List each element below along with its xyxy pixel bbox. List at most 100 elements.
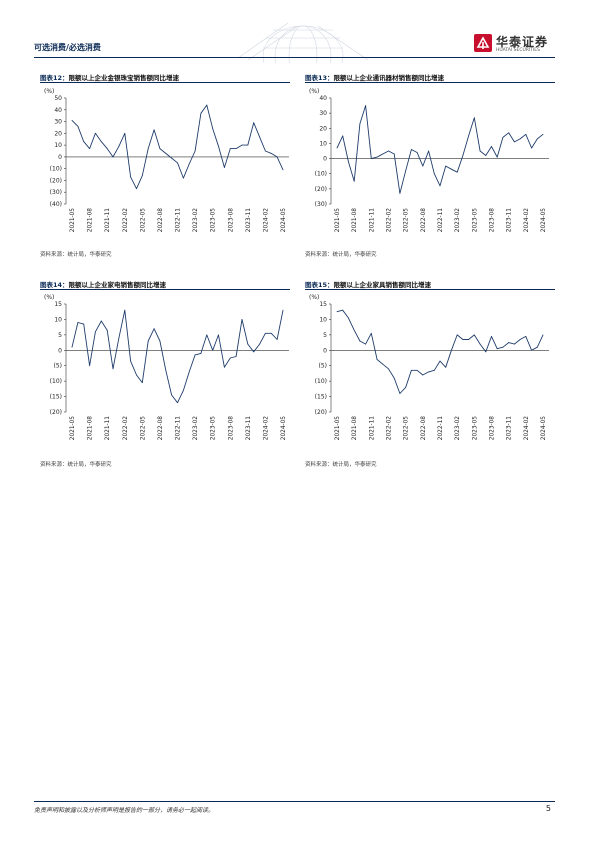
- chart-12-svg: (%)50 40 30 20 10 0 (10) (20) (30) (40) 2021-05 202…: [44, 88, 289, 233]
- data-point: [336, 311, 338, 313]
- data-point: [136, 374, 137, 376]
- y-tick-label: 5: [323, 332, 327, 339]
- data-point: [177, 162, 178, 164]
- chart-13-title: 图表13：限额以上企业通讯器材销售额同比增速: [305, 72, 444, 82]
- y-tick-label: 10: [54, 316, 62, 323]
- data-point: [130, 176, 132, 178]
- chart-13-svg: (%)40 30 20 10 0 (10) (20) (30) 2021-05 2021-08 20…: [309, 88, 549, 233]
- chart-14-title: 图表14：限额以上企业家电销售额同比增速: [40, 279, 166, 289]
- x-tick-label: 2023-08: [228, 416, 234, 441]
- data-point: [519, 339, 521, 340]
- data-point: [439, 185, 441, 187]
- data-point: [100, 141, 102, 142]
- y-tick-label: (20): [315, 409, 327, 416]
- data-point: [218, 334, 219, 336]
- data-point: [153, 328, 155, 330]
- data-point: [456, 171, 458, 173]
- data-point: [253, 122, 255, 124]
- data-point: [428, 150, 429, 152]
- data-point: [456, 334, 458, 336]
- x-tick-label: 2023-08: [490, 208, 496, 233]
- page-number: 5: [545, 804, 551, 813]
- data-point: [77, 125, 79, 127]
- data-point: [342, 135, 344, 137]
- x-tick-label: 2022-05: [140, 208, 146, 233]
- data-point: [83, 141, 85, 142]
- data-point: [206, 334, 208, 336]
- data-point: [370, 332, 372, 334]
- data-point: [491, 146, 492, 147]
- data-point: [359, 340, 361, 342]
- data-point: [235, 148, 237, 150]
- y-tick-label: (40): [50, 201, 62, 208]
- y-tick-label: (10): [50, 166, 62, 173]
- x-tick-label: 2022-02: [387, 208, 393, 233]
- data-point: [342, 309, 344, 311]
- data-point: [445, 366, 447, 368]
- data-point: [118, 145, 120, 147]
- x-tick-label: 2022-02: [123, 416, 129, 441]
- data-point: [536, 138, 538, 140]
- y-tick-label: 20: [319, 125, 327, 132]
- chart-15-source: 资料来源：统计局，华泰研究: [305, 462, 377, 468]
- x-tick-label: 2023-02: [455, 208, 461, 233]
- data-point: [370, 158, 372, 159]
- section-title: 可选消费/必选消费: [34, 43, 101, 52]
- data-point: [468, 135, 470, 137]
- data-point: [241, 319, 243, 320]
- data-point: [235, 356, 237, 357]
- data-point: [141, 175, 143, 177]
- data-point: [525, 336, 527, 337]
- data-point: [200, 352, 202, 354]
- y-tick-label: 40: [54, 107, 62, 114]
- chart-14-title-rule: [40, 289, 290, 290]
- chart-13-source: 资料来源：统计局，华泰研究: [305, 252, 377, 258]
- data-point: [188, 163, 190, 165]
- data-point: [508, 342, 510, 343]
- x-tick-label: 2022-08: [421, 416, 427, 441]
- data-point: [388, 150, 389, 152]
- data-point: [462, 155, 464, 156]
- x-tick-label: 2022-05: [404, 416, 410, 441]
- data-point: [182, 177, 184, 179]
- y-tick-label: (10): [315, 378, 327, 385]
- data-point: [416, 152, 418, 153]
- data-point: [159, 340, 161, 342]
- data-point: [382, 153, 384, 155]
- data-point: [393, 377, 395, 379]
- data-point: [542, 133, 544, 135]
- huatai-logo: 华泰证券 HUATAI SECURITIES: [474, 33, 564, 55]
- y-tick-label: (30): [315, 201, 327, 208]
- data-point: [223, 167, 225, 168]
- chart-12-title-text: 限额以上企业金银珠宝销售额同比增速: [68, 74, 180, 82]
- chart-15-fig-label: 图表15：: [305, 281, 334, 289]
- data-point: [376, 359, 378, 360]
- data-point: [519, 138, 521, 140]
- data-point: [259, 343, 260, 345]
- x-tick-label: 2022-02: [387, 416, 393, 441]
- data-point: [218, 145, 219, 147]
- data-point: [276, 339, 278, 340]
- x-tick-label: 2024-02: [524, 416, 530, 441]
- data-point: [89, 148, 90, 150]
- data-point: [508, 132, 510, 134]
- chart-15-title-text: 限额以上企业家具销售额同比增速: [333, 281, 432, 289]
- data-point: [153, 129, 155, 131]
- data-point: [422, 165, 424, 167]
- x-tick-label: 2023-08: [490, 416, 496, 441]
- y-tick-label: 5: [58, 332, 62, 339]
- y-tick-label: (20): [50, 409, 62, 416]
- footer-disclaimer: 免责声明和披露以及分析师声明是报告的一部分，请务必一起阅读。: [34, 807, 215, 814]
- chart-12-title: 图表12：限额以上企业金银珠宝销售额同比增速: [40, 72, 179, 82]
- data-point: [77, 322, 79, 323]
- x-tick-label: 2024-02: [263, 416, 269, 441]
- data-point: [433, 173, 435, 175]
- data-point: [531, 349, 532, 351]
- chart-15-title: 图表15：限额以上企业家具销售额同比增速: [305, 279, 431, 289]
- y-tick-label: 0: [58, 154, 62, 161]
- data-point: [247, 144, 249, 146]
- x-tick-label: 2023-05: [472, 208, 478, 233]
- data-point: [259, 136, 260, 138]
- x-tick-label: 2023-05: [211, 416, 217, 441]
- x-tick-label: 2024-02: [263, 208, 269, 233]
